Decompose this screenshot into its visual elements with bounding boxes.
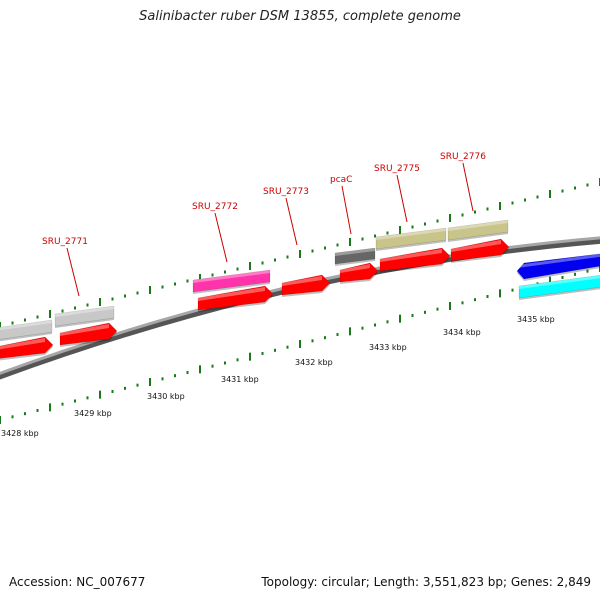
gene-label-group: SRU_2771 SRU_2772 SRU_2773 pcaC SRU_2775 SRU_… [42, 152, 486, 297]
gene-leader-line [341, 185, 352, 235]
scale-label: 3431 kbp [221, 375, 259, 384]
scale-label: 3430 kbp [147, 392, 185, 401]
gray-gene-2-highlight [55, 306, 114, 317]
scale-label: 3433 kbp [369, 343, 407, 352]
scale-label: 3435 kbp [517, 315, 555, 324]
olive-gene-1-highlight [376, 228, 446, 240]
gene-leader-line [66, 247, 80, 297]
cds-1[interactable] [0, 336, 54, 359]
gray-gene-1-highlight [0, 320, 52, 331]
olive-gene-2[interactable] [447, 219, 509, 241]
accession-text: Accession: NC_007677 [9, 575, 146, 589]
gene-label[interactable]: SRU_2775 [374, 164, 420, 174]
gene-leader-line [462, 162, 474, 212]
scale-label-group: 3428 kbp 3429 kbp 3430 kbp 3431 kbp 3432 kbp… [1, 315, 555, 438]
cds-2[interactable] [59, 322, 118, 346]
cds-2-highlight [60, 324, 109, 336]
cds-7[interactable] [450, 238, 510, 262]
cds-4[interactable] [281, 274, 331, 296]
gene-leader-line [285, 197, 298, 246]
scale-label: 3429 kbp [74, 409, 112, 418]
gene-label[interactable]: SRU_2771 [42, 237, 88, 247]
scale-label: 3428 kbp [1, 429, 39, 438]
outer-tick-track [0, 178, 600, 330]
magenta-gene[interactable] [192, 269, 271, 293]
dark-gene[interactable] [334, 247, 376, 265]
cds-5-highlight [340, 264, 370, 273]
cds-7-highlight [451, 240, 501, 252]
cyan-gene-highlight [519, 275, 600, 289]
scale-label: 3434 kbp [443, 328, 481, 337]
cds-5[interactable] [339, 262, 379, 283]
feature-group [0, 219, 600, 361]
olive-gene-1[interactable] [375, 227, 447, 250]
cyan-gene[interactable] [518, 274, 600, 299]
cds-6[interactable] [379, 247, 451, 272]
cds-6-highlight [380, 249, 442, 262]
gene-label[interactable]: SRU_2773 [263, 187, 309, 197]
gene-leader-line [214, 212, 228, 263]
genome-summary-text: Topology: circular; Length: 3,551,823 bp… [261, 575, 591, 589]
map-title: Salinibacter ruber DSM 13855, complete g… [139, 9, 461, 24]
cds-3-highlight [198, 287, 265, 301]
gene-label[interactable]: SRU_2776 [440, 152, 486, 162]
cds-4-highlight [282, 276, 322, 286]
cds-1-highlight [0, 338, 45, 350]
blue-gene-highlight [517, 253, 600, 268]
gene-label[interactable]: pcaC [330, 175, 352, 185]
gene-label[interactable]: SRU_2772 [192, 202, 238, 212]
gene-leader-line [396, 174, 408, 223]
olive-gene-2-highlight [448, 220, 508, 231]
cds-3[interactable] [197, 285, 274, 311]
inner-tick-track [0, 264, 600, 424]
blue-gene[interactable] [516, 253, 600, 280]
scale-label: 3432 kbp [295, 358, 333, 367]
gray-gene-2[interactable] [54, 305, 115, 327]
dark-gene-highlight [335, 248, 375, 256]
magenta-gene-highlight [193, 270, 270, 283]
gray-gene-1[interactable] [0, 319, 53, 340]
